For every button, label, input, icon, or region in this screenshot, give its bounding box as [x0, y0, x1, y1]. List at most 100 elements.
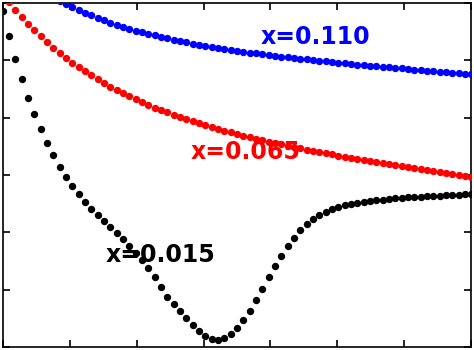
Point	[239, 49, 247, 55]
Point	[24, 21, 32, 27]
Point	[290, 55, 298, 61]
Point	[360, 199, 367, 204]
Point	[335, 153, 342, 159]
Point	[309, 57, 317, 63]
Point	[18, 77, 26, 82]
Point	[195, 328, 203, 334]
Point	[410, 194, 418, 200]
Point	[119, 90, 127, 96]
Point	[151, 33, 158, 38]
Point	[265, 274, 273, 280]
Point	[239, 133, 247, 138]
Point	[201, 122, 209, 128]
Point	[5, 0, 13, 5]
Point	[107, 84, 114, 89]
Point	[31, 27, 38, 33]
Point	[328, 206, 336, 212]
Point	[252, 298, 260, 303]
Point	[448, 172, 456, 177]
Point	[138, 99, 146, 105]
Point	[12, 7, 19, 13]
Point	[461, 71, 469, 77]
Point	[208, 124, 216, 130]
Point	[220, 335, 228, 341]
Point	[284, 143, 292, 148]
Point	[385, 196, 393, 202]
Point	[379, 197, 386, 202]
Point	[341, 202, 348, 208]
Point	[322, 59, 329, 64]
Point	[467, 191, 474, 197]
Point	[347, 61, 355, 67]
Point	[258, 51, 266, 57]
Point	[258, 138, 266, 143]
Point	[328, 59, 336, 65]
Point	[328, 152, 336, 157]
Point	[265, 139, 273, 145]
Point	[252, 51, 260, 56]
Point	[385, 162, 393, 167]
Point	[322, 150, 329, 156]
Point	[360, 62, 367, 68]
Point	[69, 60, 76, 65]
Point	[335, 60, 342, 65]
Point	[132, 97, 139, 102]
Point	[126, 26, 133, 32]
Point	[164, 36, 171, 41]
Point	[290, 235, 298, 240]
Point	[56, 0, 64, 3]
Point	[303, 147, 310, 153]
Point	[246, 308, 254, 314]
Point	[448, 70, 456, 76]
Point	[201, 333, 209, 338]
Point	[164, 295, 171, 300]
Point	[107, 225, 114, 230]
Point	[429, 68, 437, 74]
Point	[423, 68, 431, 74]
Point	[94, 15, 101, 21]
Point	[239, 317, 247, 323]
Point	[455, 192, 462, 197]
Point	[107, 20, 114, 26]
Point	[347, 155, 355, 161]
Point	[404, 195, 412, 200]
Point	[189, 322, 197, 328]
Point	[5, 34, 13, 39]
Point	[410, 166, 418, 171]
Point	[284, 243, 292, 249]
Point	[126, 243, 133, 248]
Point	[227, 331, 235, 337]
Point	[461, 191, 469, 197]
Point	[43, 39, 51, 45]
Point	[88, 206, 95, 211]
Point	[297, 56, 304, 62]
Point	[461, 173, 469, 179]
Point	[113, 87, 120, 93]
Point	[398, 195, 405, 201]
Point	[271, 264, 279, 269]
Point	[189, 118, 197, 124]
Point	[303, 222, 310, 227]
Point	[423, 168, 431, 173]
Point	[56, 50, 64, 56]
Point	[170, 37, 177, 43]
Point	[227, 130, 235, 135]
Point	[170, 112, 177, 118]
Point	[316, 212, 323, 218]
Point	[227, 47, 235, 53]
Point	[303, 57, 310, 62]
Point	[341, 154, 348, 160]
Point	[100, 80, 108, 86]
Point	[398, 163, 405, 169]
Point	[31, 112, 38, 117]
Point	[62, 1, 70, 7]
Text: x=0.065: x=0.065	[190, 140, 300, 164]
Point	[100, 18, 108, 23]
Point	[385, 65, 393, 70]
Point	[182, 40, 190, 45]
Text: x=0.110: x=0.110	[260, 25, 370, 49]
Point	[220, 46, 228, 52]
Point	[201, 43, 209, 49]
Point	[132, 250, 139, 255]
Point	[81, 10, 89, 16]
